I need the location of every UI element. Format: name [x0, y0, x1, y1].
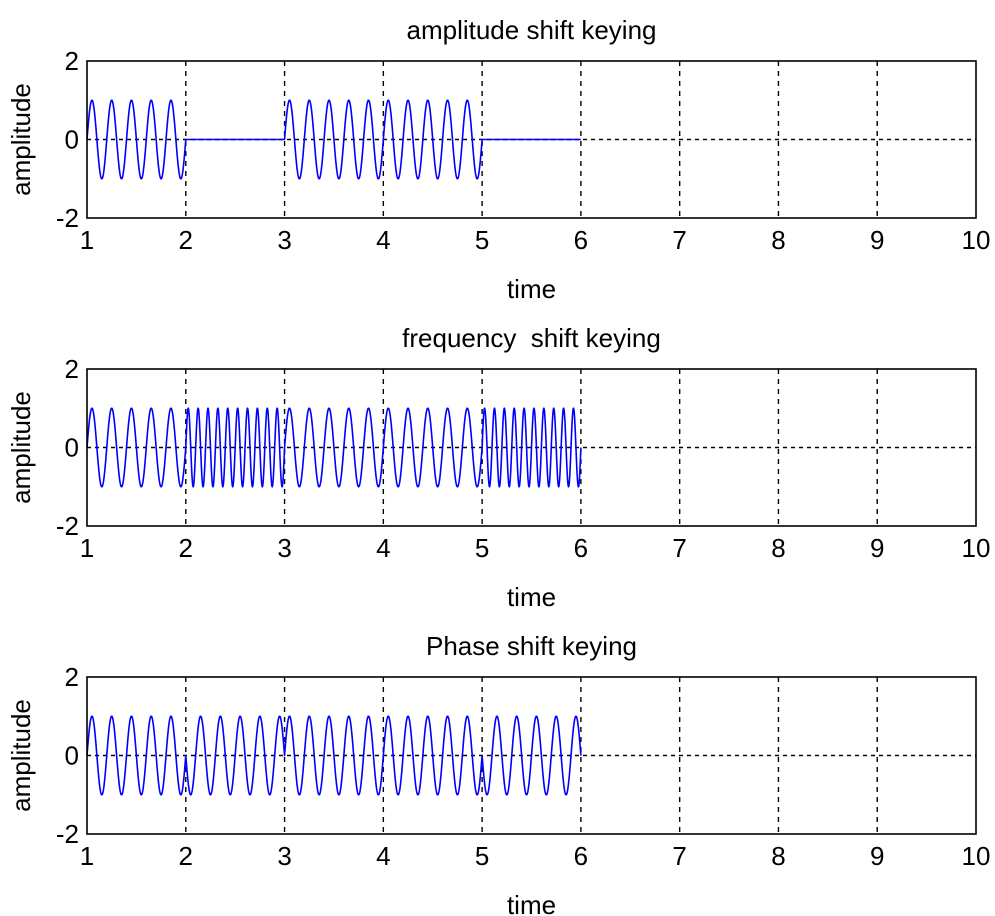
x-tick-label: 8 [771, 841, 785, 871]
x-tick-label: 10 [962, 841, 991, 871]
y-tick-label: 2 [65, 662, 79, 692]
y-tick-label: 2 [65, 354, 79, 384]
subplot-1: 1 2 3 4 5 6 7 8 9 10 -2 0 2 amplitude shift keying tim… [6, 15, 990, 304]
chart-title: Phase shift keying [426, 631, 637, 661]
x-tick-label: 4 [376, 841, 390, 871]
x-tick-label: 7 [672, 533, 686, 563]
x-tick-label: 2 [179, 533, 193, 563]
x-tick-label: 4 [376, 533, 390, 563]
y-tick-label: 2 [65, 46, 79, 76]
x-tick-label: 5 [475, 841, 489, 871]
axes-frame [86, 368, 977, 527]
chart-title: amplitude shift keying [406, 15, 656, 45]
x-tick-label: 9 [870, 841, 884, 871]
x-tick-label: 6 [574, 225, 588, 255]
x-tick-label: 1 [80, 841, 94, 871]
y-tick-label: -2 [56, 203, 79, 233]
x-tick-label: 3 [277, 841, 291, 871]
x-axis-label: time [507, 890, 556, 916]
series-line [86, 407, 582, 488]
x-tick-label: 4 [376, 225, 390, 255]
y-axis-label: amplitude [6, 83, 36, 196]
x-tick-label: 10 [962, 533, 991, 563]
x-tick-label: 2 [179, 841, 193, 871]
x-tick-label: 6 [574, 841, 588, 871]
series-line [86, 715, 582, 796]
x-tick-label: 1 [80, 225, 94, 255]
subplot-3: 1 2 3 4 5 6 7 8 9 10 -2 0 2 Phase shift keying time amp… [6, 631, 990, 916]
x-tick-label: 8 [771, 225, 785, 255]
x-tick-label: 10 [962, 225, 991, 255]
y-tick-label: -2 [56, 819, 79, 849]
y-axis-label: amplitude [6, 391, 36, 504]
subplot-2: 1 2 3 4 5 6 7 8 9 10 -2 0 2 frequency shift keying tim… [6, 323, 990, 612]
x-tick-label: 7 [672, 841, 686, 871]
x-tick-label: 1 [80, 533, 94, 563]
y-tick-label: -2 [56, 511, 79, 541]
axes-frame [86, 676, 977, 835]
y-axis-label: amplitude [6, 699, 36, 812]
x-tick-label: 3 [277, 533, 291, 563]
x-tick-label: 5 [475, 225, 489, 255]
x-tick-label: 7 [672, 225, 686, 255]
series-line [86, 99, 582, 180]
x-tick-label: 6 [574, 533, 588, 563]
chart-title: frequency shift keying [402, 323, 661, 353]
x-tick-label: 5 [475, 533, 489, 563]
y-tick-label: 0 [65, 741, 79, 771]
x-tick-label: 9 [870, 533, 884, 563]
x-axis-label: time [507, 582, 556, 612]
y-tick-label: 0 [65, 125, 79, 155]
axes-frame [86, 60, 977, 219]
x-tick-label: 9 [870, 225, 884, 255]
x-tick-label: 3 [277, 225, 291, 255]
x-tick-label: 2 [179, 225, 193, 255]
y-tick-label: 0 [65, 433, 79, 463]
x-axis-label: time [507, 274, 556, 304]
x-tick-label: 8 [771, 533, 785, 563]
